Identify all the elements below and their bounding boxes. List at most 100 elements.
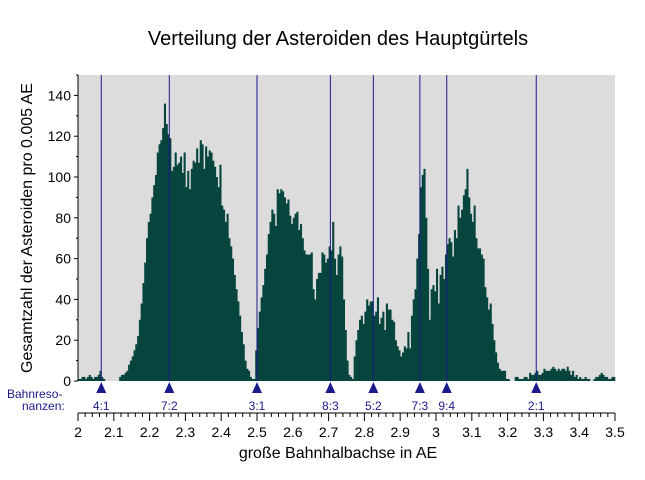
histogram-bar: [135, 344, 138, 381]
histogram-bar: [380, 317, 383, 381]
histogram-bar: [133, 350, 136, 381]
resonance-marker-icon: [368, 382, 379, 393]
x-tick-label: 3: [432, 424, 440, 440]
histogram-bar: [564, 370, 567, 381]
histogram-bar: [86, 376, 90, 381]
histogram-bar: [249, 376, 252, 381]
histogram-bar: [199, 140, 202, 381]
histogram-bar: [333, 258, 337, 381]
histogram-bar: [235, 289, 238, 381]
histogram-bar: [85, 378, 88, 381]
histogram-bar: [323, 254, 326, 381]
histogram-bar: [156, 152, 159, 381]
histogram-bar: [550, 368, 553, 381]
histogram-bar: [312, 289, 315, 381]
histogram-bar: [122, 374, 125, 381]
histogram-bar: [410, 315, 414, 381]
histogram-bar: [219, 164, 222, 381]
histogram-bar: [611, 376, 614, 381]
histogram-bar: [321, 252, 324, 381]
histogram-bar: [144, 262, 147, 381]
x-tick-label: 2.4: [211, 424, 231, 440]
histogram-bar: [477, 248, 480, 381]
histogram-bar: [212, 160, 215, 381]
histogram-bar: [607, 378, 610, 381]
y-tick-label: 40: [55, 291, 71, 307]
histogram-bar: [201, 144, 204, 381]
histogram-bar: [314, 299, 317, 381]
histogram-bar: [602, 374, 605, 381]
histogram-bar: [484, 287, 487, 381]
histogram-bar: [205, 146, 208, 381]
histogram-bar: [371, 301, 374, 381]
histogram-bar: [355, 340, 358, 381]
histogram-bar: [461, 209, 464, 381]
histogram-bar: [83, 376, 86, 381]
histogram-bar: [362, 323, 365, 381]
histogram-bar: [337, 254, 340, 381]
histogram-bar: [99, 370, 102, 381]
histogram-bar: [398, 350, 401, 381]
histogram-bar: [171, 170, 174, 381]
histogram-bar: [384, 330, 387, 381]
histogram-bar: [274, 225, 277, 381]
histogram-bar: [520, 378, 523, 381]
histogram-bar: [418, 234, 421, 381]
histogram-bar: [613, 376, 616, 381]
histogram-bar: [563, 368, 566, 381]
histogram-bar: [570, 374, 573, 381]
histogram-bar: [237, 301, 240, 381]
histogram-bar: [79, 378, 82, 381]
histogram-bar: [101, 376, 104, 381]
y-tick-label: 120: [48, 128, 72, 144]
histogram-bar: [471, 221, 474, 381]
resonance-label: 7:3: [412, 399, 429, 413]
histogram-bar: [255, 350, 258, 381]
histogram-bar: [251, 378, 254, 381]
histogram-bar: [151, 197, 154, 381]
histogram-bar: [335, 274, 338, 381]
histogram-bar: [342, 299, 346, 381]
histogram-bar: [580, 378, 584, 381]
histogram-bar: [192, 160, 195, 381]
histogram-bar: [185, 187, 188, 381]
histogram-bar: [326, 258, 329, 381]
histogram-bar: [289, 215, 292, 381]
histogram-bar: [507, 378, 510, 381]
histogram-bar: [378, 323, 381, 381]
histogram-bar: [405, 348, 408, 381]
histogram-bar: [351, 378, 354, 381]
histogram-bar: [228, 238, 231, 381]
histogram-bar: [163, 103, 167, 381]
histogram-bar: [188, 189, 192, 381]
histogram-bar: [409, 348, 412, 381]
histogram-bar: [548, 370, 551, 381]
histogram-bar: [330, 250, 333, 381]
histogram-bar: [518, 378, 521, 381]
histogram-bar: [92, 378, 95, 381]
histogram-bar: [455, 238, 458, 381]
histogram-bar: [296, 211, 299, 381]
x-tick-label: 2.8: [355, 424, 375, 440]
histogram-bar: [482, 258, 485, 381]
histogram-bar: [419, 187, 422, 381]
histogram-bar: [462, 195, 465, 381]
histogram-bar: [414, 289, 417, 381]
histogram-bar: [366, 299, 369, 381]
histogram-bar: [325, 262, 328, 381]
histogram-bar: [224, 221, 227, 381]
histogram-bar: [206, 156, 209, 381]
histogram-bar: [332, 221, 335, 381]
plot-area: [78, 75, 616, 382]
histogram-bar: [489, 303, 492, 381]
histogram-bar: [280, 189, 283, 381]
histogram-bar: [319, 272, 322, 381]
histogram-bar: [260, 297, 263, 381]
histogram-bar: [468, 197, 471, 381]
histogram-bar: [464, 189, 467, 381]
histogram-bar: [360, 315, 363, 381]
histogram-bar: [316, 279, 319, 381]
histogram-bar: [244, 360, 247, 381]
histogram-bar: [222, 209, 226, 381]
histogram-bar: [276, 189, 279, 381]
